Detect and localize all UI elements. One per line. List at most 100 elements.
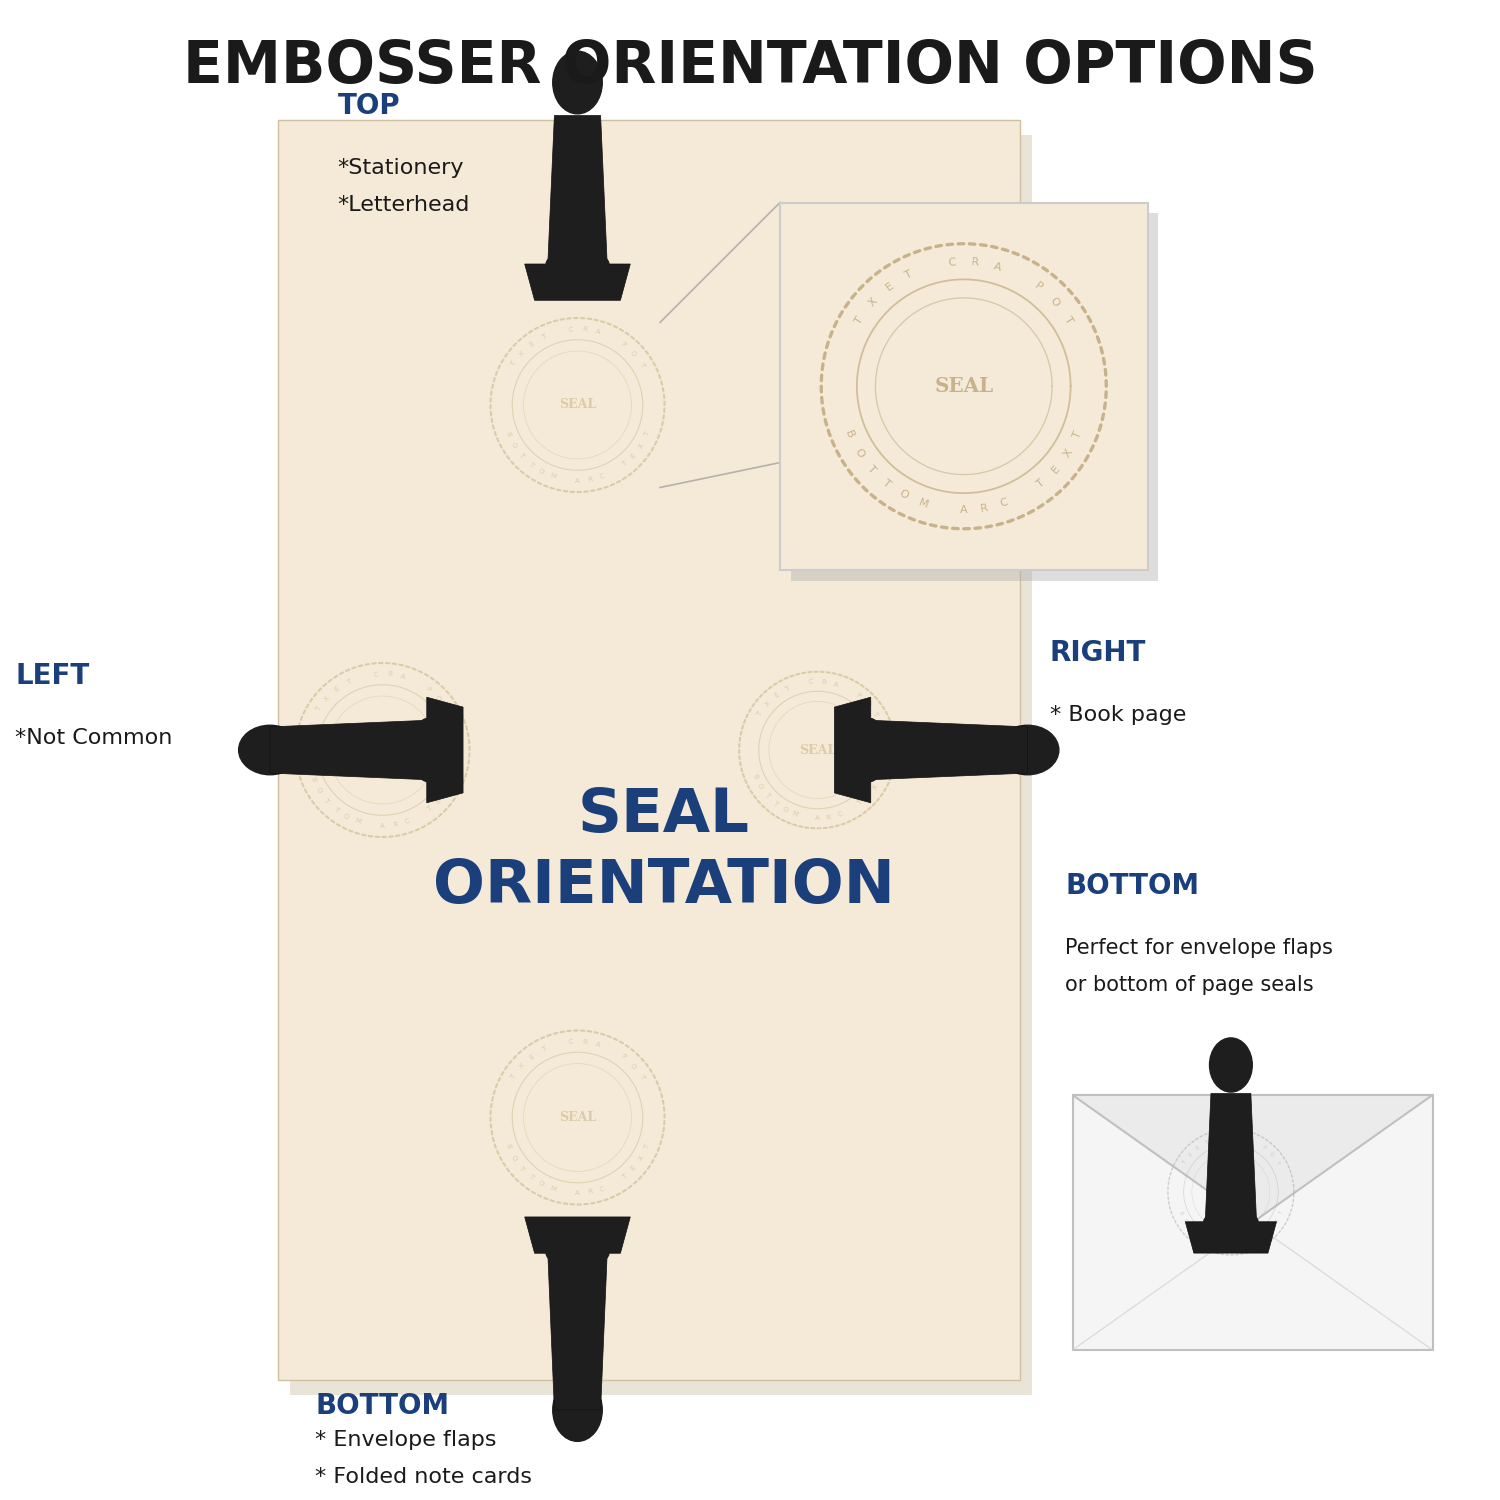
Text: *Not Common: *Not Common (15, 728, 173, 747)
Text: P: P (1262, 1144, 1266, 1150)
Text: *Letterhead: *Letterhead (338, 195, 470, 214)
Text: X: X (638, 1155, 645, 1161)
Text: T: T (510, 362, 518, 368)
Text: X: X (1188, 1152, 1194, 1158)
Text: X: X (322, 694, 330, 702)
Text: P: P (620, 1053, 626, 1060)
Text: RIGHT: RIGHT (1050, 639, 1146, 668)
Text: B: B (843, 429, 855, 439)
Text: R: R (588, 1190, 592, 1196)
Text: Perfect for envelope flaps: Perfect for envelope flaps (1065, 938, 1334, 957)
Text: BOTTOM: BOTTOM (315, 1392, 448, 1420)
Text: C: C (808, 680, 814, 686)
Text: R: R (980, 503, 988, 515)
Text: M: M (1210, 1240, 1215, 1246)
Text: O: O (510, 441, 518, 450)
Text: SEAL: SEAL (560, 399, 596, 411)
Text: O: O (537, 1180, 544, 1188)
Text: T: T (542, 1046, 548, 1053)
Text: T: T (315, 706, 322, 712)
Text: C: C (568, 327, 573, 333)
Text: X: X (1274, 1218, 1280, 1224)
Text: T: T (1182, 1160, 1188, 1166)
Text: O: O (510, 1154, 518, 1162)
Text: R: R (393, 822, 398, 828)
Text: A: A (596, 1041, 602, 1048)
Text: A: A (960, 506, 968, 515)
Text: LEFT: LEFT (15, 662, 90, 690)
Text: C: C (404, 818, 411, 825)
Ellipse shape (1204, 1210, 1258, 1233)
Text: T: T (1194, 1232, 1200, 1238)
Text: R: R (821, 680, 827, 686)
Text: R: R (387, 672, 392, 678)
Text: R: R (1238, 1244, 1242, 1248)
Text: T: T (1035, 477, 1047, 489)
Ellipse shape (858, 718, 883, 782)
Ellipse shape (238, 726, 302, 774)
Polygon shape (525, 1216, 630, 1254)
Text: E: E (630, 452, 638, 459)
Text: T: T (1062, 315, 1074, 326)
Text: T: T (903, 268, 914, 280)
Text: A: A (574, 477, 580, 483)
Text: O: O (852, 447, 865, 459)
Text: TOP: TOP (338, 92, 400, 120)
FancyBboxPatch shape (290, 135, 1032, 1395)
Polygon shape (1206, 1094, 1257, 1221)
Text: O: O (1268, 1152, 1275, 1158)
Polygon shape (1185, 1221, 1276, 1252)
Text: R: R (970, 258, 980, 268)
Text: C: C (999, 498, 1010, 510)
Text: O: O (628, 1062, 638, 1070)
Text: O: O (1182, 1218, 1188, 1224)
Text: T: T (1278, 1210, 1284, 1215)
Text: E: E (528, 1053, 536, 1060)
Text: M: M (792, 810, 800, 818)
Text: T: T (518, 452, 525, 459)
Text: * Envelope flaps: * Envelope flaps (315, 1430, 496, 1449)
Polygon shape (548, 116, 608, 264)
Text: EMBOSSER ORIENTATION OPTIONS: EMBOSSER ORIENTATION OPTIONS (183, 38, 1317, 94)
Text: E: E (884, 280, 896, 292)
Text: T: T (1072, 429, 1084, 439)
FancyBboxPatch shape (790, 213, 1158, 580)
Text: T: T (426, 806, 433, 813)
Text: B: B (504, 430, 512, 438)
Text: X: X (442, 788, 450, 794)
Text: * Book page: * Book page (1050, 705, 1186, 724)
Text: E: E (528, 340, 536, 348)
Text: O: O (1202, 1238, 1208, 1244)
Text: A: A (400, 674, 406, 681)
Text: O: O (756, 783, 764, 790)
Text: T: T (856, 800, 864, 807)
FancyBboxPatch shape (1072, 1095, 1432, 1350)
Text: T: T (880, 477, 892, 489)
Text: T: T (346, 678, 352, 686)
Text: X: X (518, 1062, 525, 1070)
Text: T: T (322, 796, 330, 804)
Text: T: T (771, 800, 778, 807)
Text: T: T (756, 711, 764, 717)
Text: T: T (518, 1164, 525, 1172)
Text: A: A (1228, 1244, 1233, 1250)
Text: C: C (374, 672, 378, 678)
Text: A: A (815, 815, 821, 821)
Text: SEAL
ORIENTATION: SEAL ORIENTATION (432, 786, 894, 915)
Text: E: E (435, 796, 442, 804)
Ellipse shape (546, 1240, 609, 1266)
Text: SEAL: SEAL (1218, 1188, 1243, 1197)
Text: X: X (871, 783, 879, 790)
Text: O: O (537, 468, 544, 476)
Text: M: M (916, 496, 928, 510)
Text: T: T (876, 774, 884, 780)
Text: E: E (333, 686, 340, 693)
Text: T: T (332, 806, 339, 813)
Text: E: E (772, 692, 780, 699)
Text: T: T (1275, 1160, 1280, 1166)
Text: X: X (764, 700, 771, 708)
Text: T: T (871, 711, 879, 717)
Polygon shape (548, 1254, 608, 1410)
Polygon shape (270, 720, 426, 780)
Text: O: O (315, 786, 322, 795)
